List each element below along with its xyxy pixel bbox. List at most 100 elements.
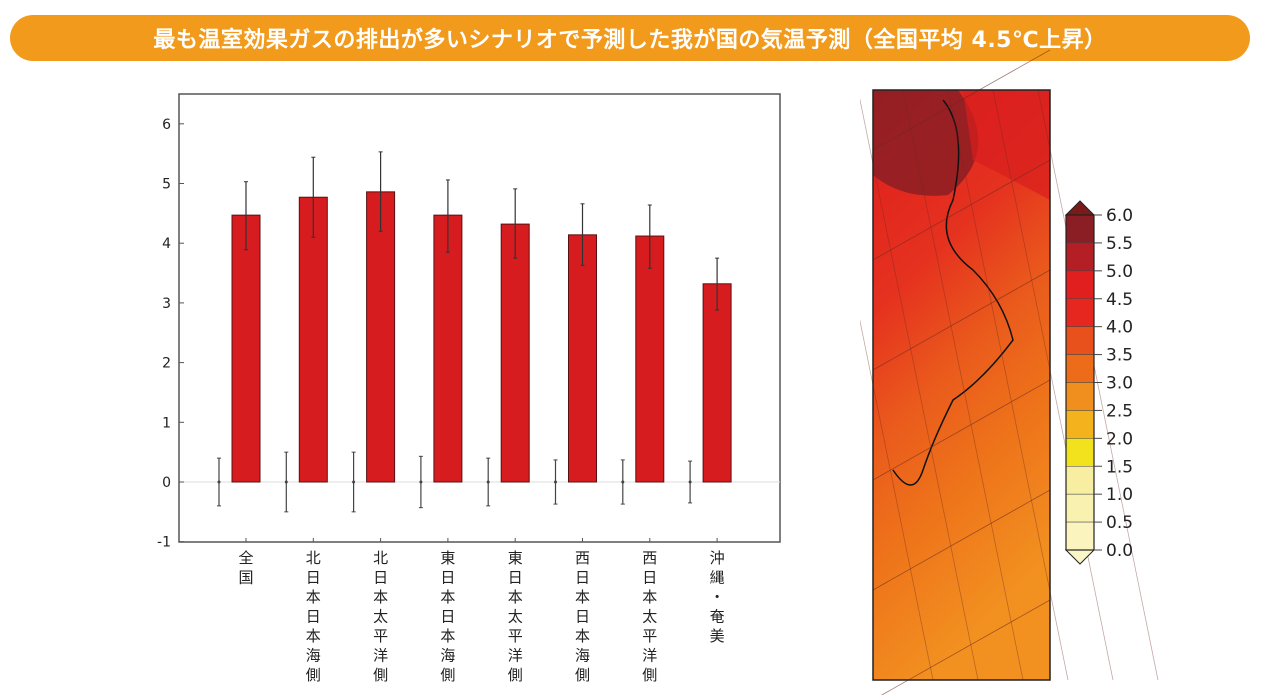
grid-line	[1037, 89, 1159, 681]
x-tick-label: 平	[373, 627, 388, 645]
bar	[702, 283, 732, 483]
grid-line	[872, 49, 1051, 151]
x-tick-label: 側	[440, 666, 455, 684]
colorbar-tick-label: 5.5	[1106, 234, 1133, 254]
y-tick-label: 3	[162, 296, 171, 312]
colorbar-tick-label: 1.0	[1106, 485, 1133, 505]
colorbar-segment	[1065, 410, 1095, 439]
colorbar-tick-label: 0.0	[1106, 541, 1133, 561]
colorbar-tick-label: 2.0	[1106, 429, 1133, 449]
x-tick-label: 海	[306, 647, 321, 665]
colorbar-segment	[1065, 438, 1095, 467]
colorbar-segment	[1065, 493, 1095, 523]
colorbar-tick-label: 4.0	[1106, 318, 1133, 338]
y-tick-label: -1	[157, 535, 171, 551]
x-tick-label: 本	[508, 588, 523, 606]
plot-frame	[178, 93, 781, 543]
x-tick-label: 洋	[373, 647, 388, 665]
colorbar-segment	[1065, 354, 1095, 383]
y-tick-label: 0	[162, 475, 171, 491]
x-tick-label: 全	[238, 549, 253, 567]
x-tick-label: 太	[373, 608, 388, 626]
y-tick-label: 5	[162, 177, 171, 193]
x-tick-label: 日	[440, 608, 455, 626]
x-tick-label: 本	[575, 627, 590, 645]
x-tick-label: 西	[575, 549, 590, 567]
x-tick-label: 太	[508, 608, 523, 626]
x-tick-label: 本	[306, 627, 321, 645]
x-tick-label: 北	[373, 549, 388, 567]
control-point	[419, 480, 423, 484]
bar	[500, 223, 530, 483]
control-point	[688, 480, 692, 484]
bar	[568, 234, 597, 483]
colorbar-tick-label: 2.5	[1106, 401, 1133, 421]
x-tick-label: 側	[373, 666, 388, 684]
grid-line	[872, 379, 1051, 481]
bar	[433, 214, 463, 483]
map-hot-region	[873, 90, 979, 196]
x-tick-label: 日	[575, 569, 590, 587]
grid-line	[872, 269, 1051, 371]
x-tick-label: 縄	[710, 569, 725, 587]
x-tick-label: 日	[642, 569, 657, 587]
x-tick-label: 側	[575, 666, 590, 684]
colorbar-segment	[1065, 214, 1095, 244]
grid-line	[947, 89, 1069, 681]
x-tick-label: 北	[306, 549, 321, 567]
x-tick-label: 洋	[642, 647, 657, 665]
colorbar-segment	[1065, 382, 1095, 411]
colorbar-segment	[1065, 521, 1095, 551]
bar	[231, 214, 261, 483]
grid-line	[872, 159, 1051, 261]
colorbar-tick-label: 6.0	[1106, 206, 1133, 226]
grid-line	[872, 489, 1051, 591]
colorbar-segment	[1065, 298, 1095, 327]
title-banner: 最も温室効果ガスの排出が多いシナリオで予測した我が国の気温予測（全国平均 4.5…	[10, 15, 1250, 61]
x-tick-label: 日	[306, 608, 321, 626]
grid-line	[992, 89, 1114, 681]
x-tick-label: 本	[373, 588, 388, 606]
x-tick-label: 国	[238, 569, 253, 587]
x-tick-label: 本	[642, 588, 657, 606]
colorbar-segment	[1065, 270, 1095, 300]
bar	[366, 191, 396, 483]
grid-line	[902, 89, 1024, 681]
colorbar-tick-label: 5.0	[1106, 262, 1133, 282]
colorbar-tick-label: 0.5	[1106, 513, 1133, 533]
control-point	[352, 480, 356, 484]
colorbar-segment	[1065, 466, 1095, 495]
control-point	[554, 480, 557, 484]
x-tick-label: 日	[440, 569, 455, 587]
x-tick-label: 側	[642, 666, 657, 684]
control-point	[621, 480, 625, 484]
y-tick-label: 6	[162, 117, 171, 133]
x-tick-label: 本	[440, 588, 455, 606]
x-tick-label: 沖	[710, 549, 725, 567]
x-tick-label: 日	[508, 569, 523, 587]
colorbar-tick-label: 1.5	[1106, 457, 1133, 477]
x-tick-label: 海	[440, 647, 455, 665]
x-tick-label: 東	[440, 549, 455, 567]
x-tick-label: 東	[508, 549, 523, 567]
x-tick-label: 海	[575, 647, 590, 665]
x-tick-label: 平	[508, 627, 523, 645]
grid-line	[860, 97, 979, 681]
x-tick-label: 側	[306, 666, 321, 684]
x-tick-label: 太	[642, 608, 657, 626]
x-tick-label: 日	[373, 569, 388, 587]
x-tick-label: 日	[306, 569, 321, 587]
grid-line	[881, 599, 1051, 695]
control-point	[217, 480, 221, 484]
colorbar-tick-label: 4.5	[1106, 290, 1133, 310]
bar	[635, 235, 665, 483]
coastline	[892, 99, 1014, 486]
colorbar-segment	[1065, 242, 1095, 272]
bar	[298, 196, 328, 483]
temperature-map: 6.0 5.5 5.0 4.5 4.0 3.5 3.0 2.5 2.0 1.5 1.0 0.5 0.0	[860, 49, 1159, 695]
x-tick-label: 洋	[508, 647, 523, 665]
colorbar-segment	[1065, 326, 1095, 355]
x-tick-label: 平	[642, 627, 657, 645]
x-tick-label: ・	[710, 588, 725, 606]
x-tick-label: 本	[440, 627, 455, 645]
